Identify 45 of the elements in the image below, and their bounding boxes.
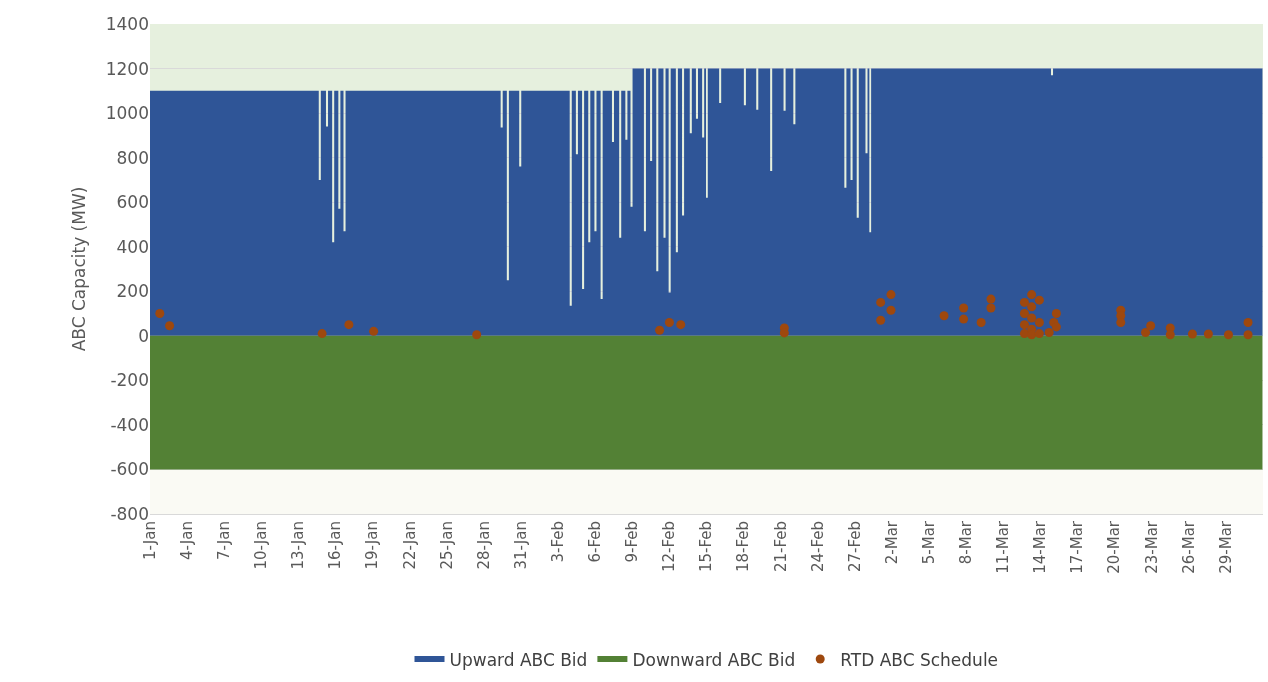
x-tick-label: 22-Jan [400,521,419,570]
legend-label: Upward ABC Bid [449,649,588,670]
x-tick-label: 12-Feb [660,521,679,573]
x-tick-label: 20-Mar [1105,520,1124,574]
x-tick-label: 7-Jan [215,521,234,560]
y-tick-label: 200 [116,281,149,302]
x-tick-label: 28-Jan [474,521,493,570]
y-tick-label: 600 [116,192,149,213]
x-tick-label: 3-Feb [548,521,567,563]
y-tick-label: 1400 [105,13,149,34]
legend-label: Downward ABC Bid [632,649,796,670]
x-tick-label: 16-Jan [326,521,345,570]
x-tick-label: 17-Mar [1068,520,1087,574]
legend-label: RTD ABC Schedule [840,649,999,670]
x-tick-label: 4-Jan [177,521,196,560]
x-tick-label: 11-Mar [994,520,1013,574]
y-tick-label: -600 [110,459,149,480]
x-tick-label: 21-Feb [771,521,790,573]
x-tick-label: 10-Jan [252,521,271,570]
y-tick-label: -400 [110,414,149,435]
y-tick-label: 400 [116,236,149,257]
x-tick-label: 25-Jan [437,521,456,570]
x-tick-label: 14-Mar [1031,520,1050,574]
x-tick-label: 29-Mar [1216,520,1235,574]
y-tick-label: 1200 [105,58,149,79]
x-tick-label: 6-Feb [586,521,605,563]
x-tick-label: 26-Mar [1179,520,1198,574]
y-tick-label: 1000 [105,103,149,124]
x-tick-label: 18-Feb [734,521,753,573]
x-tick-label: 19-Jan [363,521,382,570]
x-tick-label: 27-Feb [845,521,864,573]
y-tick-label: 800 [116,147,149,168]
x-tick-label: 8-Mar [957,520,976,565]
x-tick-label: 2-Mar [882,520,901,565]
y-tick-label: 0 [138,325,149,346]
x-tick-label: 5-Mar [919,520,938,565]
x-tick-label: 9-Feb [623,521,642,563]
x-tick-label: 31-Jan [511,521,530,570]
y-axis-title: ABC Capacity (MW) [69,186,90,352]
x-tick-label: 23-Mar [1142,520,1161,574]
x-tick-label: 13-Jan [289,521,308,570]
x-tick-label: 24-Feb [808,521,827,573]
x-tick-label: 15-Feb [697,521,716,573]
x-tick-label: 1-Jan [140,521,159,560]
y-tick-label: -200 [110,370,149,391]
